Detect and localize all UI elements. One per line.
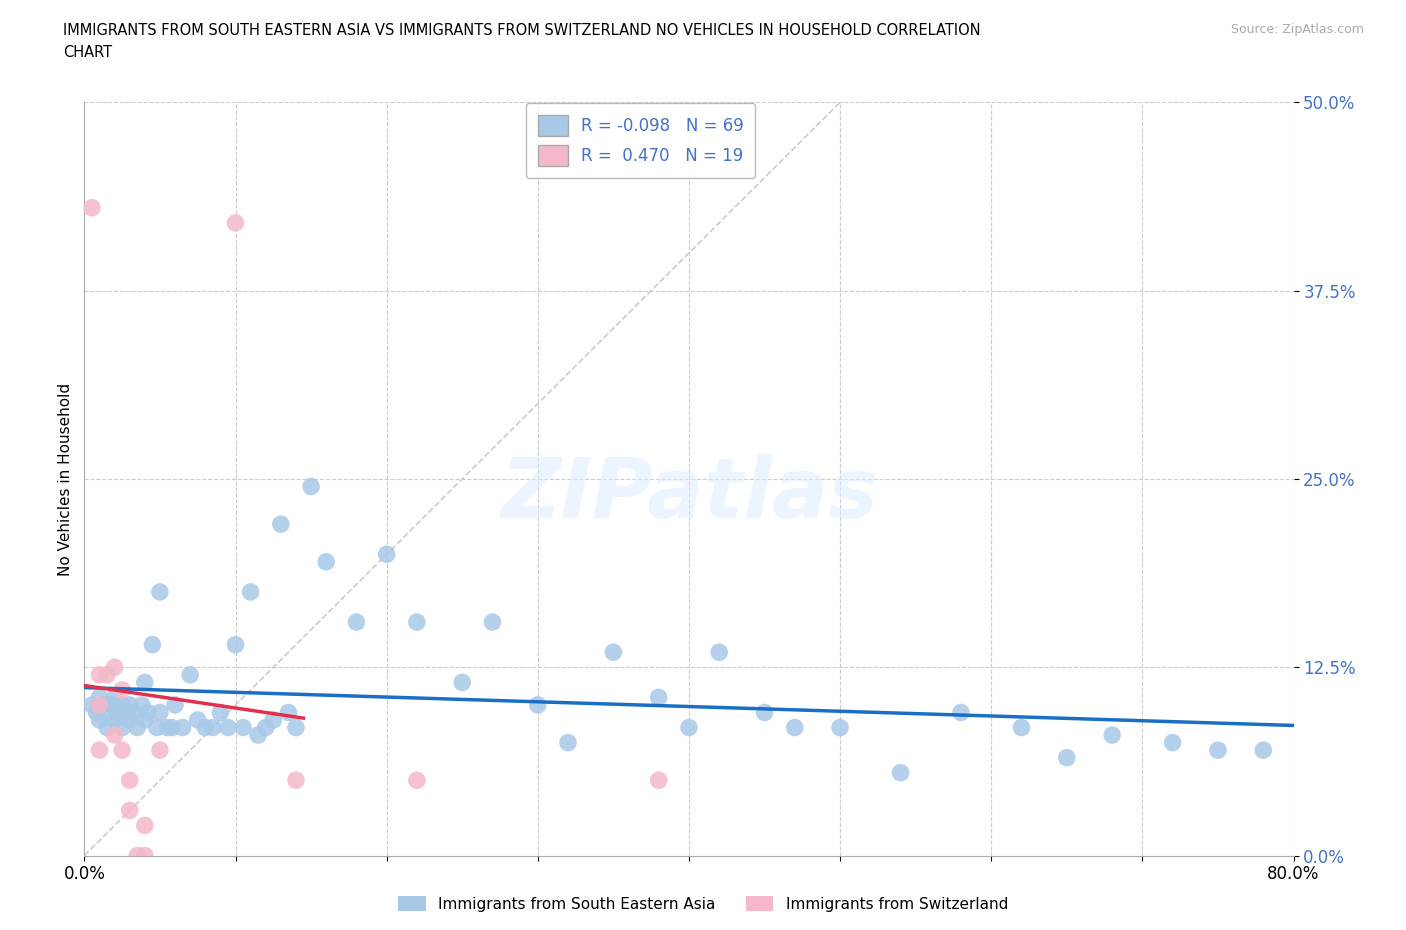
Point: [950, 705, 973, 720]
Point: [89, 712, 111, 727]
Point: [754, 705, 776, 720]
Point: [104, 727, 127, 742]
Point: [107, 705, 129, 720]
Point: [100, 698, 122, 712]
Point: [247, 727, 270, 742]
Y-axis label: No Vehicles in Household: No Vehicles in Household: [58, 382, 73, 576]
Point: [111, 743, 134, 758]
Point: [86, 705, 108, 720]
Point: [890, 765, 912, 780]
Text: IMMIGRANTS FROM SOUTH EASTERN ASIA VS IMMIGRANTS FROM SWITZERLAND NO VEHICLES IN: IMMIGRANTS FROM SOUTH EASTERN ASIA VS IM…: [63, 23, 981, 38]
Point: [134, 712, 156, 727]
Point: [187, 712, 209, 727]
Point: [111, 698, 134, 712]
Point: [557, 736, 579, 751]
Point: [96, 705, 118, 720]
Point: [225, 637, 247, 652]
Point: [131, 698, 153, 712]
Point: [406, 773, 429, 788]
Point: [118, 712, 141, 727]
Point: [118, 698, 141, 712]
Point: [149, 743, 172, 758]
Legend: Immigrants from South Eastern Asia, Immigrants from Switzerland: Immigrants from South Eastern Asia, Immi…: [392, 889, 1014, 918]
Point: [285, 773, 308, 788]
Point: [149, 705, 172, 720]
Point: [160, 720, 183, 735]
Point: [406, 615, 429, 630]
Point: [375, 547, 398, 562]
Point: [451, 675, 474, 690]
Point: [111, 720, 134, 735]
Point: [1056, 751, 1078, 765]
Point: [149, 585, 172, 600]
Point: [678, 720, 700, 735]
Point: [527, 698, 550, 712]
Point: [89, 743, 111, 758]
Point: [232, 720, 254, 735]
Point: [104, 690, 127, 705]
Point: [602, 644, 624, 659]
Point: [1011, 720, 1033, 735]
Text: ZIPatlas: ZIPatlas: [501, 454, 877, 535]
Point: [146, 720, 169, 735]
Point: [1253, 743, 1275, 758]
Point: [277, 705, 299, 720]
Point: [225, 216, 247, 231]
Point: [315, 554, 337, 569]
Point: [1161, 736, 1184, 751]
Point: [201, 720, 224, 735]
Point: [96, 720, 118, 735]
Point: [254, 720, 277, 735]
Point: [89, 698, 111, 712]
Point: [239, 585, 262, 600]
Point: [89, 668, 111, 683]
Point: [709, 644, 731, 659]
Point: [134, 675, 156, 690]
Point: [134, 848, 156, 863]
Point: [89, 690, 111, 705]
Point: [648, 690, 671, 705]
Point: [118, 773, 141, 788]
Point: [118, 803, 141, 817]
Point: [96, 668, 118, 683]
Point: [127, 720, 149, 735]
Point: [136, 705, 159, 720]
Point: [111, 683, 134, 698]
Point: [165, 698, 187, 712]
Point: [172, 720, 194, 735]
Legend: R = -0.098   N = 69, R =  0.470   N = 19: R = -0.098 N = 69, R = 0.470 N = 19: [526, 103, 755, 178]
Point: [104, 712, 127, 727]
Point: [127, 848, 149, 863]
Point: [299, 479, 322, 494]
Point: [648, 773, 671, 788]
Point: [209, 705, 232, 720]
Point: [262, 712, 284, 727]
Point: [104, 660, 127, 675]
Point: [270, 517, 292, 532]
Point: [134, 818, 156, 833]
Point: [217, 720, 239, 735]
Point: [115, 705, 138, 720]
Point: [783, 720, 806, 735]
Point: [1101, 727, 1123, 742]
Text: CHART: CHART: [63, 45, 112, 60]
Point: [830, 720, 852, 735]
Point: [1206, 743, 1229, 758]
Text: Source: ZipAtlas.com: Source: ZipAtlas.com: [1230, 23, 1364, 36]
Point: [141, 637, 163, 652]
Point: [121, 705, 143, 720]
Point: [80, 698, 103, 712]
Point: [179, 668, 201, 683]
Point: [156, 720, 179, 735]
Point: [91, 698, 114, 712]
Point: [285, 720, 308, 735]
Point: [346, 615, 368, 630]
Point: [481, 615, 503, 630]
Point: [80, 200, 103, 215]
Point: [194, 720, 217, 735]
